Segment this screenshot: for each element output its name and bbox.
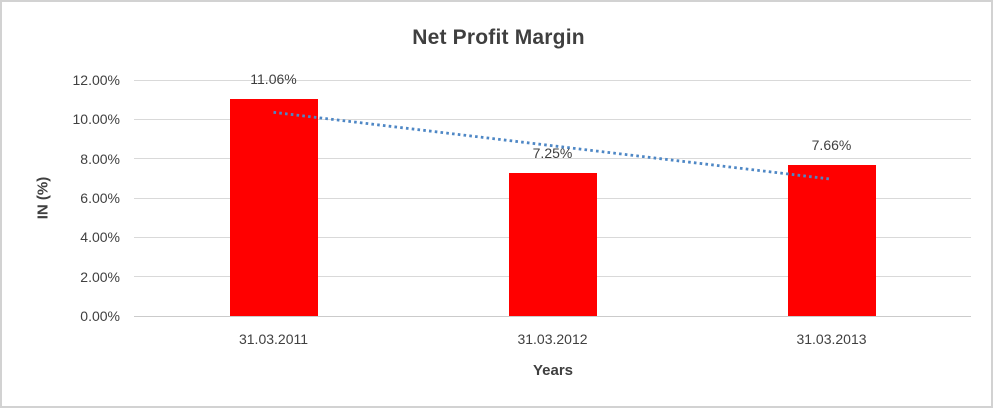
x-axis-line — [134, 315, 971, 317]
x-tick-label: 31.03.2013 — [796, 331, 867, 347]
x-axis-title: Years — [532, 362, 574, 379]
gridline — [134, 79, 971, 81]
chart-title: Net Profit Margin — [412, 26, 585, 49]
y-tick-label: 4.00% — [80, 229, 120, 246]
gridline — [134, 158, 971, 160]
gridline — [134, 118, 971, 120]
y-tick-label: 6.00% — [80, 190, 120, 206]
x-tick-label: 31.03.2012 — [517, 331, 588, 347]
plot-area: 11.06% 7.25% 7.66% — [134, 71, 971, 317]
y-tick-label: 0.00% — [80, 308, 120, 324]
y-tick-label: 10.00% — [72, 111, 120, 128]
data-label: 11.06% — [250, 70, 297, 87]
bar-31.03.2012 — [508, 173, 597, 316]
y-tick-label: 12.00% — [72, 72, 120, 88]
data-label: 7.66% — [811, 137, 852, 154]
x-tick-label: 31.03.2011 — [238, 331, 309, 347]
y-tick-label: 2.00% — [80, 268, 120, 285]
data-label: 7.25% — [532, 145, 573, 162]
bar-31.03.2011 — [229, 98, 318, 316]
trendline — [273, 110, 832, 181]
bar-31.03.2013 — [787, 165, 876, 316]
y-tick-label: 8.00% — [80, 150, 120, 167]
